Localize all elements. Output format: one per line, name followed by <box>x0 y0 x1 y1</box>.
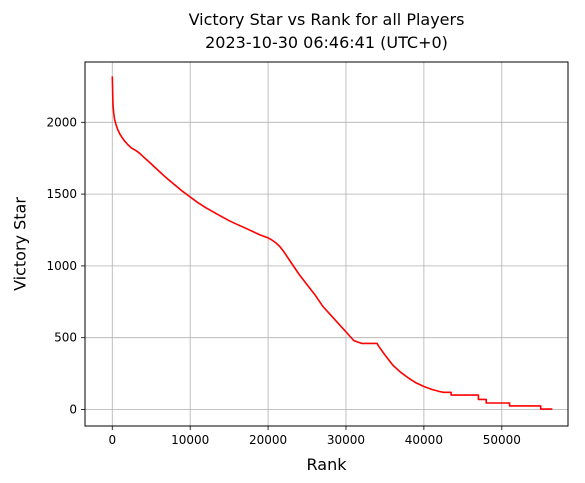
grid-lines <box>85 62 568 426</box>
series-group <box>111 76 553 410</box>
chart-subtitle: 2023-10-30 06:46:41 (UTC+0) <box>205 33 448 52</box>
axis-ticks: 0 10000 20000 30000 40000 50000 0 500 1000 1500 20… <box>46 115 520 447</box>
x-tick-label: 50000 <box>483 433 521 447</box>
x-tick-label: 0 <box>108 433 116 447</box>
plot-frame <box>84 61 569 427</box>
y-tick-label: 2000 <box>46 115 77 129</box>
x-axis-label: Rank <box>307 455 348 474</box>
y-tick-label: 1000 <box>46 259 77 273</box>
x-tick-label: 20000 <box>249 433 287 447</box>
y-tick-label: 500 <box>54 331 77 345</box>
x-tick-label: 40000 <box>405 433 443 447</box>
x-tick-label: 30000 <box>327 433 365 447</box>
y-axis-label: Victory Star <box>11 197 30 291</box>
y-tick-label: 0 <box>69 402 77 416</box>
y-tick-label: 1500 <box>46 187 77 201</box>
x-tick-label: 10000 <box>171 433 209 447</box>
series-line <box>111 76 553 410</box>
chart-title: Victory Star vs Rank for all Players <box>189 10 465 29</box>
